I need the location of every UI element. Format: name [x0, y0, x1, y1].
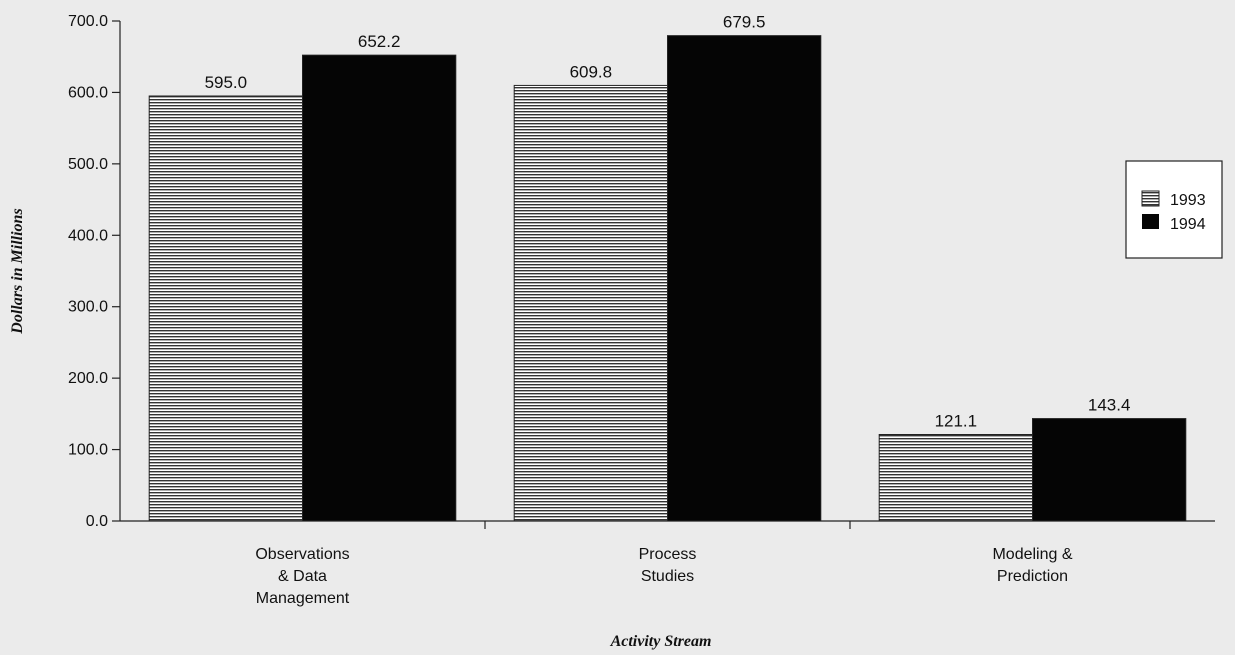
- y-ticks: 0.0 100.0 200.0 300.0 400.0 500.0 600.0 700.0: [68, 13, 120, 530]
- data-label-1994-0: 652.2: [358, 32, 401, 51]
- data-label-1993-0: 595.0: [205, 73, 248, 92]
- y-tick-label: 600.0: [68, 84, 108, 101]
- y-tick-label: 300.0: [68, 299, 108, 316]
- legend-label-1993: 1993: [1170, 192, 1206, 209]
- data-label-1994-1: 679.5: [723, 13, 766, 32]
- y-axis-title: Dollars in Millions: [9, 208, 26, 334]
- bar-1993-0: [148, 95, 303, 522]
- legend-box: [1125, 160, 1223, 259]
- bar-1993-2: [878, 434, 1034, 522]
- bar-1994-1: [667, 35, 822, 522]
- y-tick-label: 400.0: [68, 227, 108, 244]
- category-labels: Observations & Data Management Process Studi…: [255, 546, 1072, 607]
- y-tick-label: 100.0: [68, 442, 108, 459]
- y-tick-label: 0.0: [86, 513, 108, 530]
- legend: 1993 1994: [1125, 160, 1223, 259]
- data-label-1994-2: 143.4: [1088, 396, 1131, 415]
- category-label: Process Studies: [639, 546, 697, 585]
- x-axis: [120, 520, 1215, 529]
- x-axis-title: Activity Stream: [610, 633, 712, 650]
- legend-swatch-1994: [1142, 214, 1159, 229]
- y-tick-label: 700.0: [68, 13, 108, 30]
- legend-swatch-1993: [1141, 190, 1160, 207]
- bar-1994-0: [302, 54, 457, 522]
- bar-1993-1: [513, 84, 669, 522]
- data-label-1993-2: 121.1: [935, 412, 978, 431]
- bars: [148, 35, 1187, 522]
- category-label: Modeling & Prediction: [992, 546, 1072, 585]
- category-label: Observations & Data Management: [255, 546, 349, 607]
- y-tick-label: 200.0: [68, 370, 108, 387]
- bar-1994-2: [1032, 418, 1187, 522]
- y-tick-label: 500.0: [68, 156, 108, 173]
- legend-label-1994: 1994: [1170, 216, 1206, 233]
- data-labels: 595.0 652.2 609.8 679.5 121.1 143.4: [205, 13, 1131, 431]
- data-label-1993-1: 609.8: [570, 62, 613, 81]
